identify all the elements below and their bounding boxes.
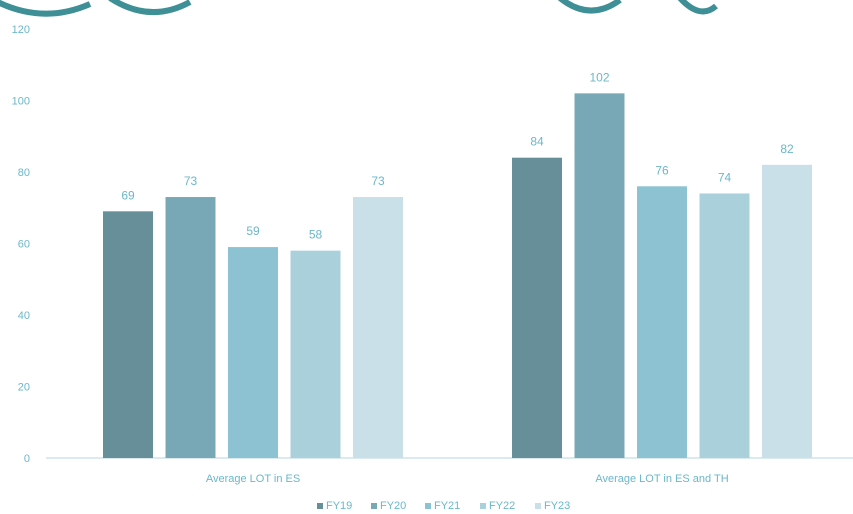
bars-group: 69 73 59 58 73 84 102 76 74 82 bbox=[103, 70, 812, 459]
bar-fy19-1 bbox=[103, 211, 153, 458]
y-tick-label: 0 bbox=[24, 453, 30, 465]
data-label: 73 bbox=[184, 174, 198, 188]
bar-fy22-2 bbox=[699, 193, 750, 458]
bar-fy20-2 bbox=[574, 93, 625, 458]
legend-label-fy23: FY23 bbox=[544, 500, 570, 512]
legend-swatch-fy23 bbox=[535, 503, 541, 509]
bar-fy20-1 bbox=[165, 197, 216, 458]
y-tick-label: 60 bbox=[18, 239, 30, 251]
data-label: 69 bbox=[121, 188, 135, 202]
bar-fy23-1 bbox=[353, 197, 403, 458]
bar-fy21-1 bbox=[228, 247, 278, 458]
data-label: 58 bbox=[309, 228, 323, 242]
cropped-title-band bbox=[0, 0, 718, 17]
legend-label-fy22: FY22 bbox=[489, 500, 515, 512]
data-label: 84 bbox=[530, 135, 544, 149]
y-tick-label: 100 bbox=[12, 96, 30, 108]
y-tick-label: 120 bbox=[12, 24, 30, 36]
data-label: 59 bbox=[246, 224, 260, 238]
x-axis-labels: Average LOT in ES Average LOT in ES and T… bbox=[206, 473, 729, 485]
data-label: 82 bbox=[780, 142, 794, 156]
bar-fy23-2 bbox=[762, 164, 812, 458]
bar-fy19-2 bbox=[512, 157, 562, 458]
legend: FY19 FY20 FY21 FY22 FY23 bbox=[317, 500, 570, 512]
legend-swatch-fy22 bbox=[480, 503, 486, 509]
legend-label-fy20: FY20 bbox=[380, 500, 406, 512]
x-tick-label: Average LOT in ES bbox=[206, 473, 300, 485]
y-tick-label: 40 bbox=[18, 310, 30, 322]
legend-label-fy19: FY19 bbox=[326, 500, 352, 512]
legend-swatch-fy19 bbox=[317, 503, 323, 509]
y-tick-label: 20 bbox=[18, 382, 30, 394]
y-axis: 0 20 40 60 80 100 120 bbox=[12, 24, 30, 465]
data-label: 73 bbox=[371, 174, 385, 188]
legend-label-fy21: FY21 bbox=[434, 500, 460, 512]
bar-fy22-1 bbox=[290, 250, 341, 458]
x-tick-label: Average LOT in ES and TH bbox=[595, 473, 728, 485]
legend-swatch-fy20 bbox=[371, 503, 377, 509]
bar-fy21-2 bbox=[637, 186, 687, 459]
data-label: 76 bbox=[655, 163, 669, 177]
data-label: 74 bbox=[718, 170, 732, 184]
data-label: 102 bbox=[589, 70, 609, 84]
legend-swatch-fy21 bbox=[425, 503, 431, 509]
y-tick-label: 80 bbox=[18, 167, 30, 179]
